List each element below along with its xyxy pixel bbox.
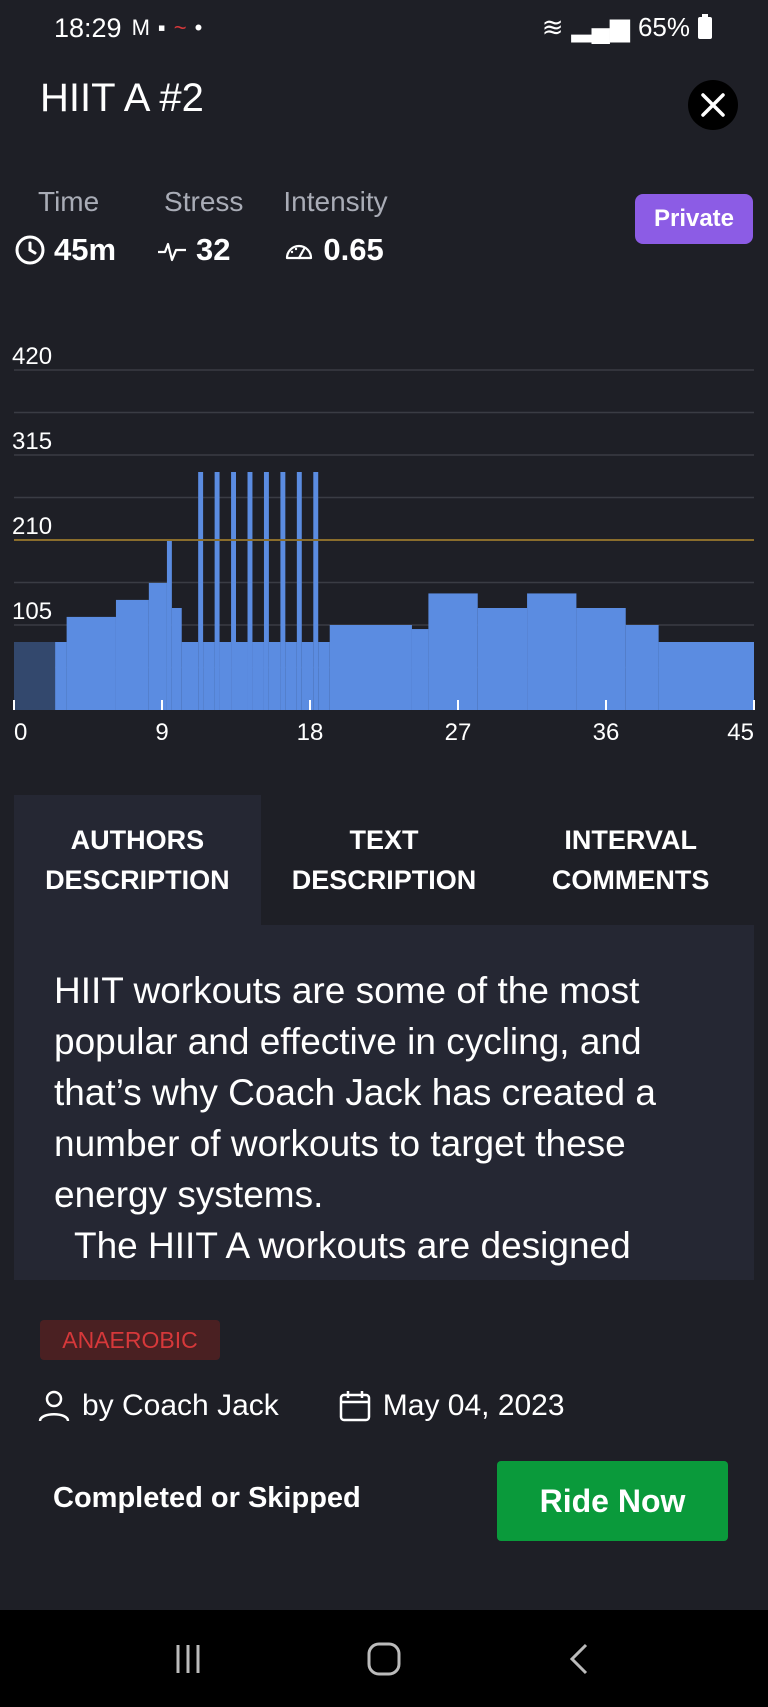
y-tick-label: 420 [12, 343, 52, 370]
description-text: HIIT workouts are some of the most popul… [54, 965, 714, 1271]
private-badge: Private [635, 194, 753, 244]
android-nav-bar [0, 1610, 768, 1707]
chart-bar [477, 608, 528, 710]
completed-or-skipped-button[interactable]: Completed or Skipped [53, 1482, 361, 1514]
chart-bar [411, 629, 429, 710]
chart-bar [252, 642, 264, 710]
description-tabs: AUTHORS DESCRIPTION TEXT DESCRIPTION INT… [14, 795, 755, 925]
gmail-icon: M [131, 15, 150, 40]
header: HIIT A #2 [40, 76, 768, 121]
chart-bar [428, 593, 478, 710]
y-tick-label: 315 [12, 428, 52, 455]
x-tick-label: 0 [14, 719, 27, 746]
chart-bar [181, 642, 199, 710]
tab-text-description[interactable]: TEXT DESCRIPTION [260, 795, 508, 925]
date: May 04, 2023 [337, 1388, 565, 1424]
anaerobic-tag: ANAEROBIC [40, 1320, 220, 1360]
stat-intensity-value: 0.65 [323, 232, 384, 267]
chart-bar [115, 599, 149, 710]
clock-icon [15, 235, 45, 265]
battery-percent: 65% [637, 12, 690, 42]
close-button[interactable] [688, 80, 738, 130]
power-chart: 105 210 315 420 0 9 18 27 36 45 [0, 343, 768, 750]
workout-stats: Time 45m Stress 32 Intensity 0.65 [14, 186, 388, 268]
chart-bar [280, 472, 286, 710]
workout-title: HIIT A #2 [40, 76, 204, 120]
chart-bar [247, 472, 253, 710]
chat-icon: ▪ [157, 15, 166, 40]
date-label: May 04, 2023 [382, 1389, 565, 1422]
chart-bar [318, 642, 330, 710]
x-tick-label: 36 [593, 719, 620, 746]
x-tick-label: 27 [445, 719, 472, 746]
chart-bar [203, 642, 215, 710]
y-tick-label: 105 [12, 598, 52, 625]
x-tick-label: 18 [297, 719, 324, 746]
chart-bar [313, 472, 319, 710]
chart-bar [214, 472, 220, 710]
home-icon[interactable] [364, 1639, 404, 1679]
chart-bar [625, 625, 659, 710]
recent-apps-icon[interactable] [168, 1639, 208, 1679]
stat-stress-label: Stress [164, 186, 244, 217]
stat-stress: Stress 32 [156, 186, 243, 268]
x-tick-label: 45 [727, 719, 754, 746]
gauge-icon [286, 244, 313, 260]
user-icon [38, 1390, 70, 1422]
workout-meta: by Coach Jack May 04, 2023 [36, 1388, 565, 1424]
calendar-icon [339, 1391, 371, 1422]
description-paragraph-1: HIIT workouts are some of the most popul… [54, 970, 656, 1215]
chart-bar [527, 593, 577, 710]
battery-icon [698, 13, 712, 39]
close-icon [701, 93, 725, 117]
chart-bar [268, 642, 281, 710]
description-paragraph-2: The HIIT A workouts are designed [74, 1225, 631, 1266]
dot-icon: • [194, 15, 203, 40]
chart-bar [66, 616, 116, 710]
chart-bar [55, 642, 67, 710]
stat-time-value: 45m [54, 232, 117, 267]
stat-intensity-label: Intensity [283, 186, 388, 217]
chart-bar [576, 608, 626, 710]
description-panel[interactable]: HIIT workouts are some of the most popul… [14, 925, 754, 1280]
back-icon[interactable] [560, 1639, 600, 1679]
pulse-icon [158, 242, 187, 262]
x-tick-label: 9 [155, 719, 168, 746]
status-bar: 18:29 M ▪ ~ • ≋ ▂▄▆ 65% [0, 0, 768, 56]
tab-authors-description[interactable]: AUTHORS DESCRIPTION [14, 795, 261, 925]
chart-bar [329, 625, 412, 710]
chart-bar [658, 642, 754, 710]
status-time: 18:29 [54, 12, 122, 43]
chart-bar [219, 642, 232, 710]
chart-bar [14, 642, 56, 710]
notification-icons: M ▪ ~ • [132, 15, 203, 41]
chart-bar [285, 642, 297, 710]
ride-now-button[interactable]: Ride Now [497, 1461, 728, 1541]
wifi-icon: ≋ [541, 12, 564, 42]
stat-time-label: Time [38, 186, 100, 217]
author-label: by Coach Jack [82, 1389, 279, 1422]
author: by Coach Jack [36, 1388, 279, 1424]
chart-bar [263, 472, 269, 710]
stat-time: Time 45m [14, 186, 116, 268]
chart-bar [171, 608, 182, 710]
tab-interval-comments[interactable]: INTERVAL COMMENTS [507, 795, 755, 925]
app-icon: ~ [173, 15, 187, 40]
chart-bar [166, 540, 172, 710]
stat-stress-value: 32 [196, 232, 231, 267]
chart-bar [296, 472, 302, 710]
chart-bar [198, 472, 204, 710]
chart-bar [231, 472, 236, 710]
signal-icon: ▂▄▆ [571, 12, 630, 42]
chart-bar [148, 582, 167, 710]
y-tick-label: 210 [12, 513, 52, 540]
chart-bar [301, 642, 314, 710]
chart-bar [236, 642, 248, 710]
power-chart-svg: 105 210 315 420 0 9 18 27 36 45 [12, 343, 755, 746]
stat-intensity: Intensity 0.65 [283, 186, 387, 268]
status-right: ≋ ▂▄▆ 65% [542, 12, 712, 43]
